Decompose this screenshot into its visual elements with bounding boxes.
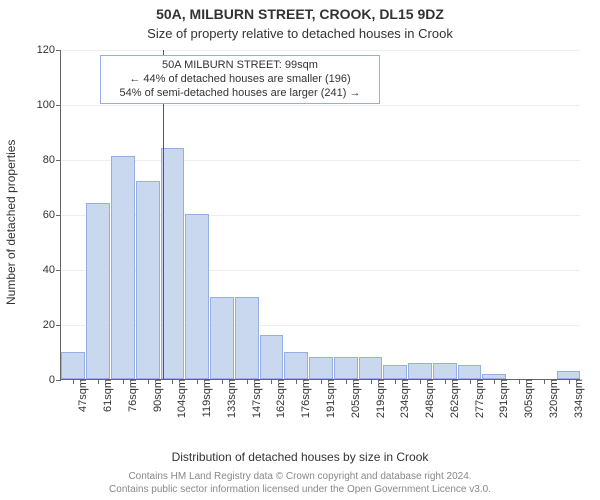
callout-line-3: 54% of semi-detached houses are larger (…	[107, 87, 373, 101]
x-tick-mark	[172, 379, 173, 384]
x-tick-label: 162sqm	[275, 379, 287, 418]
histogram-bar	[185, 214, 209, 379]
y-tick-label: 20	[43, 319, 55, 331]
y-tick-label: 40	[43, 264, 55, 276]
y-tick-mark	[56, 215, 61, 216]
chart-frame: 50A, MILBURN STREET, CROOK, DL15 9DZ Siz…	[0, 0, 600, 500]
attribution-line-1: Contains HM Land Registry data © Crown c…	[0, 471, 600, 484]
y-tick-label: 100	[37, 99, 55, 111]
gridline	[61, 160, 580, 161]
x-tick-label: 262sqm	[449, 379, 461, 418]
y-tick-label: 60	[43, 209, 55, 221]
histogram-bar	[383, 365, 407, 379]
x-tick-label: 90sqm	[152, 379, 164, 412]
x-tick-mark	[494, 379, 495, 384]
histogram-bar	[309, 357, 333, 379]
x-tick-label: 205sqm	[350, 379, 362, 418]
gridline	[61, 50, 580, 51]
y-tick-mark	[56, 105, 61, 106]
histogram-bar	[408, 363, 432, 380]
x-tick-label: 248sqm	[424, 379, 436, 418]
histogram-bar	[359, 357, 383, 379]
x-tick-mark	[420, 379, 421, 384]
x-tick-label: 334sqm	[573, 379, 585, 418]
callout-line-2: ← 44% of detached houses are smaller (19…	[107, 73, 373, 87]
histogram-bar	[260, 335, 284, 379]
y-tick-mark	[56, 325, 61, 326]
x-tick-label: 61sqm	[102, 379, 114, 412]
callout-box: 50A MILBURN STREET: 99sqm ← 44% of detac…	[100, 55, 380, 104]
x-tick-mark	[271, 379, 272, 384]
histogram-bar	[86, 203, 110, 379]
x-tick-mark	[346, 379, 347, 384]
x-tick-label: 219sqm	[375, 379, 387, 418]
x-tick-label: 277sqm	[474, 379, 486, 418]
chart-title: 50A, MILBURN STREET, CROOK, DL15 9DZ	[0, 6, 600, 22]
histogram-bar	[458, 365, 482, 379]
y-tick-label: 120	[37, 44, 55, 56]
x-tick-label: 191sqm	[325, 379, 337, 418]
histogram-bar	[557, 371, 581, 379]
x-tick-mark	[98, 379, 99, 384]
x-tick-label: 119sqm	[201, 379, 213, 417]
x-tick-label: 47sqm	[77, 379, 89, 412]
x-tick-mark	[148, 379, 149, 384]
x-tick-mark	[222, 379, 223, 384]
histogram-bar	[136, 181, 160, 379]
x-tick-mark	[247, 379, 248, 384]
y-tick-mark	[56, 380, 61, 381]
callout-line-1: 50A MILBURN STREET: 99sqm	[107, 59, 373, 73]
x-tick-label: 234sqm	[399, 379, 411, 418]
histogram-bar	[111, 156, 135, 379]
x-tick-mark	[296, 379, 297, 384]
histogram-bar	[235, 297, 259, 380]
x-tick-label: 291sqm	[498, 379, 510, 418]
histogram-bar	[284, 352, 308, 380]
x-tick-mark	[470, 379, 471, 384]
x-tick-label: 320sqm	[548, 379, 560, 418]
x-tick-mark	[197, 379, 198, 384]
x-tick-mark	[544, 379, 545, 384]
y-tick-mark	[56, 50, 61, 51]
x-tick-label: 147sqm	[251, 379, 263, 418]
y-tick-label: 0	[49, 374, 55, 386]
x-tick-mark	[569, 379, 570, 384]
x-tick-mark	[371, 379, 372, 384]
x-tick-label: 176sqm	[300, 379, 312, 418]
histogram-bar	[61, 352, 85, 380]
x-axis-label: Distribution of detached houses by size …	[0, 450, 600, 464]
y-tick-label: 80	[43, 154, 55, 166]
x-tick-mark	[395, 379, 396, 384]
histogram-bar	[433, 363, 457, 380]
attribution-line-2: Contains public sector information licen…	[0, 484, 600, 497]
x-tick-mark	[321, 379, 322, 384]
x-tick-mark	[445, 379, 446, 384]
x-tick-label: 133sqm	[226, 379, 238, 418]
y-axis-label: Number of detached properties	[4, 140, 18, 305]
x-tick-mark	[519, 379, 520, 384]
x-tick-label: 305sqm	[523, 379, 535, 418]
histogram-bar	[334, 357, 358, 379]
attribution: Contains HM Land Registry data © Crown c…	[0, 471, 600, 496]
y-tick-mark	[56, 270, 61, 271]
y-tick-mark	[56, 160, 61, 161]
histogram-bar	[210, 297, 234, 380]
x-tick-label: 104sqm	[176, 379, 188, 418]
x-tick-mark	[123, 379, 124, 384]
x-tick-label: 76sqm	[127, 379, 139, 412]
x-tick-mark	[73, 379, 74, 384]
chart-subtitle: Size of property relative to detached ho…	[0, 26, 600, 41]
gridline	[61, 105, 580, 106]
